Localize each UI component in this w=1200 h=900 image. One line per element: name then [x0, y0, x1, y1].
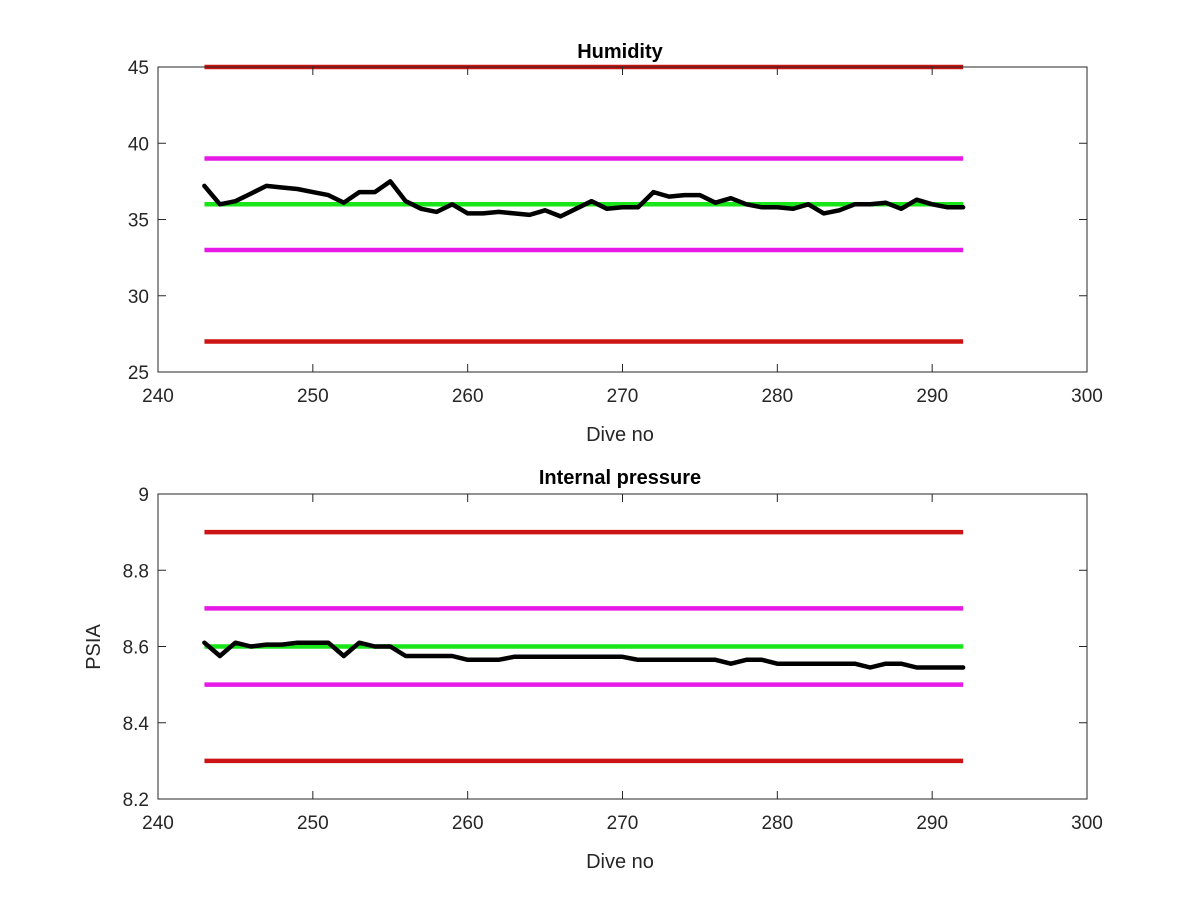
pressure-y-tick-label: 8.2 — [123, 790, 149, 811]
pressure-y-axis-label: PSIA — [83, 624, 105, 670]
pressure-x-tick-label: 270 — [607, 813, 639, 834]
pressure-x-axis-label: Dive no — [586, 851, 654, 873]
pressure-y-tick-label: 8.6 — [123, 638, 149, 659]
humidity-panel: 240 250 260 270 280 290 300 25 30 35 40 45 Humidit… — [128, 41, 1103, 446]
humidity-y-tick-label: 30 — [128, 287, 149, 308]
humidity-x-tick-label: 270 — [607, 386, 639, 407]
internal-pressure-panel: 240 250 260 270 280 290 300 8.2 8.4 8.6 8.8 9 Inte… — [83, 467, 1103, 873]
pressure-x-tick-label: 240 — [142, 813, 174, 834]
humidity-x-tick-label: 280 — [761, 386, 793, 407]
pressure-x-tick-label: 260 — [452, 813, 484, 834]
pressure-y-tick-label: 8.4 — [123, 714, 150, 735]
humidity-x-tick-label: 300 — [1071, 386, 1103, 407]
pressure-x-tick-label: 250 — [297, 813, 329, 834]
humidity-x-axis-label: Dive no — [586, 424, 654, 446]
pressure-data-line-0 — [202, 640, 966, 670]
pressure-x-tick-label: 290 — [916, 813, 948, 834]
humidity-y-tick-label: 25 — [128, 363, 149, 384]
pressure-x-tick-label: 300 — [1071, 813, 1103, 834]
humidity-title: Humidity — [577, 41, 663, 63]
pressure-x-tick-label: 280 — [761, 813, 793, 834]
pressure-title: Internal pressure — [539, 467, 701, 489]
humidity-x-tick-label: 290 — [916, 386, 948, 407]
humidity-y-tick-label: 45 — [128, 58, 149, 79]
humidity-y-tick-label: 40 — [128, 134, 149, 155]
humidity-x-tick-label: 250 — [297, 386, 329, 407]
pressure-plot-area — [202, 529, 966, 764]
humidity-data-line-0 — [202, 179, 966, 219]
humidity-x-ticks: 240 250 260 270 280 290 300 — [142, 67, 1103, 407]
pressure-y-tick-label: 9 — [138, 485, 149, 506]
humidity-y-ticks: 25 30 35 40 45 — [128, 58, 1087, 384]
humidity-x-tick-label: 240 — [142, 386, 174, 407]
humidity-x-tick-label: 260 — [452, 386, 484, 407]
humidity-y-tick-label: 35 — [128, 211, 149, 232]
pressure-y-ticks: 8.2 8.4 8.6 8.8 9 — [123, 485, 1087, 811]
pressure-x-ticks: 240 250 260 270 280 290 300 — [142, 494, 1103, 834]
pressure-y-tick-label: 8.8 — [123, 561, 149, 582]
